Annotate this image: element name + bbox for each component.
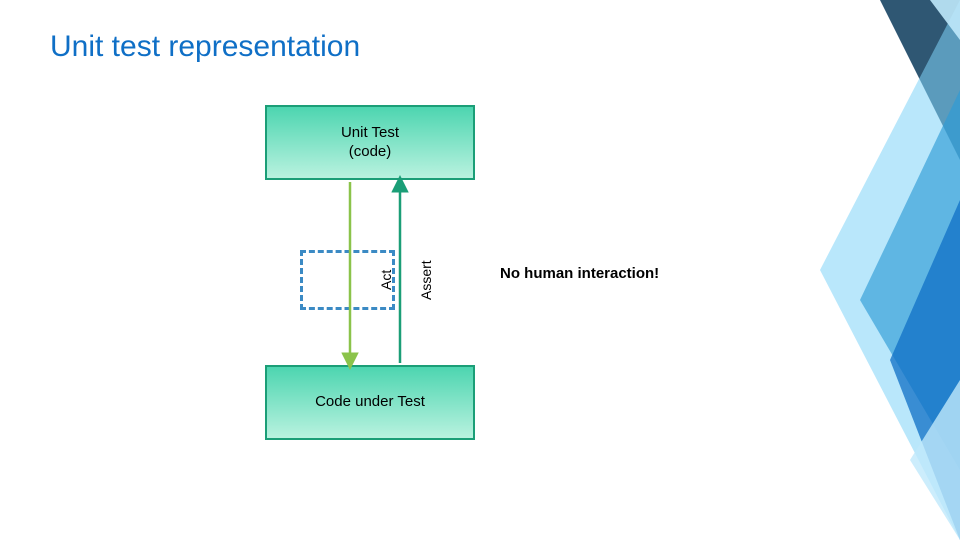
- arrows-svg: [0, 0, 960, 540]
- unit-test-box: Unit Test (code): [265, 105, 475, 180]
- assert-label: Assert: [418, 260, 434, 300]
- page-title: Unit test representation: [50, 30, 360, 64]
- act-label: Act: [378, 270, 394, 290]
- annotation-text: No human interaction!: [500, 265, 659, 282]
- decor-triangles: [760, 0, 960, 540]
- unit-test-box-line2: (code): [341, 143, 399, 162]
- unit-test-box-line1: Unit Test: [341, 124, 399, 143]
- code-under-test-label: Code under Test: [315, 393, 425, 412]
- code-under-test-box: Code under Test: [265, 365, 475, 440]
